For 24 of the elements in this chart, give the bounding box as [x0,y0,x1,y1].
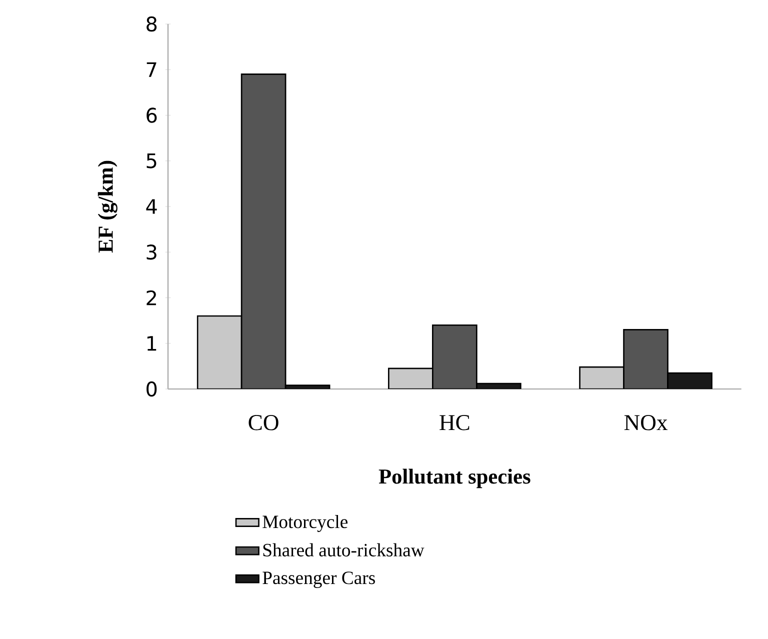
x-tick-label: CO [248,415,278,430]
bar [196,315,242,389]
y-tick-label: 5 [146,153,156,168]
y-tick-label: 8 [146,16,157,32]
x-tick-label: NOx [624,415,668,430]
y-tick-label: 6 [146,108,157,123]
y-tick-label: 3 [146,244,156,260]
legend-label: Passenger Cars [262,572,375,588]
y-tick-label: 1 [147,336,156,351]
y-axis-title: EF (g/km) [98,160,118,253]
bar [667,372,712,389]
y-tick-label: 4 [146,199,157,214]
bar [623,329,668,389]
bar [240,74,286,389]
x-tick-label: HC [440,415,470,430]
y-tick-label: 2 [146,290,156,306]
bar [388,368,434,389]
y-tick-label: 7 [146,62,156,77]
legend-label: Motorcycle [262,515,348,532]
bar [432,324,478,389]
y-tick-label: 0 [146,381,157,397]
x-axis-title: Pollutant species [378,468,530,488]
bar [579,366,624,389]
legend-label: Shared auto-rickshaw [263,543,424,556]
